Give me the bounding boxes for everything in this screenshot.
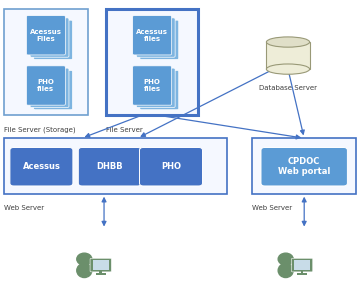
Bar — [99, 270, 102, 273]
FancyBboxPatch shape — [140, 70, 179, 110]
FancyBboxPatch shape — [27, 16, 66, 55]
Bar — [297, 273, 307, 275]
Text: Acessus: Acessus — [22, 162, 60, 171]
FancyBboxPatch shape — [132, 66, 172, 105]
Bar — [93, 260, 109, 270]
Bar — [266, 42, 310, 69]
Text: PHO
files: PHO files — [37, 79, 54, 92]
Text: Acessus
files: Acessus files — [136, 29, 168, 42]
Ellipse shape — [266, 37, 310, 47]
Circle shape — [77, 253, 92, 265]
Text: Web Server: Web Server — [4, 205, 44, 211]
FancyBboxPatch shape — [136, 68, 175, 107]
FancyBboxPatch shape — [140, 20, 179, 60]
FancyBboxPatch shape — [90, 258, 111, 272]
FancyBboxPatch shape — [292, 258, 313, 272]
FancyBboxPatch shape — [136, 18, 175, 57]
FancyBboxPatch shape — [30, 18, 69, 57]
Ellipse shape — [266, 64, 310, 74]
Text: File Server: File Server — [106, 127, 143, 133]
Bar — [301, 270, 303, 273]
Bar — [4, 138, 227, 194]
Bar — [106, 9, 198, 115]
Text: Acessus
Files: Acessus Files — [30, 29, 62, 42]
Ellipse shape — [278, 263, 293, 278]
FancyBboxPatch shape — [78, 148, 141, 186]
Bar — [252, 138, 356, 194]
Text: Database Server: Database Server — [259, 85, 317, 91]
FancyBboxPatch shape — [34, 20, 73, 60]
FancyBboxPatch shape — [132, 16, 172, 55]
Text: PHO
files: PHO files — [144, 79, 161, 92]
FancyBboxPatch shape — [261, 148, 347, 186]
FancyBboxPatch shape — [10, 148, 73, 186]
Text: CPDOC
Web portal: CPDOC Web portal — [278, 157, 330, 176]
FancyBboxPatch shape — [30, 68, 69, 107]
FancyBboxPatch shape — [27, 66, 66, 105]
Bar — [294, 260, 310, 270]
FancyBboxPatch shape — [34, 70, 73, 110]
Bar — [96, 273, 105, 275]
Text: DHBB: DHBB — [96, 162, 123, 171]
Text: PHO: PHO — [161, 162, 181, 171]
Text: Web Server: Web Server — [252, 205, 292, 211]
Bar — [4, 9, 88, 115]
FancyBboxPatch shape — [139, 148, 202, 186]
Ellipse shape — [77, 263, 92, 278]
Text: File Server (Storage): File Server (Storage) — [4, 127, 75, 133]
Circle shape — [278, 253, 293, 265]
